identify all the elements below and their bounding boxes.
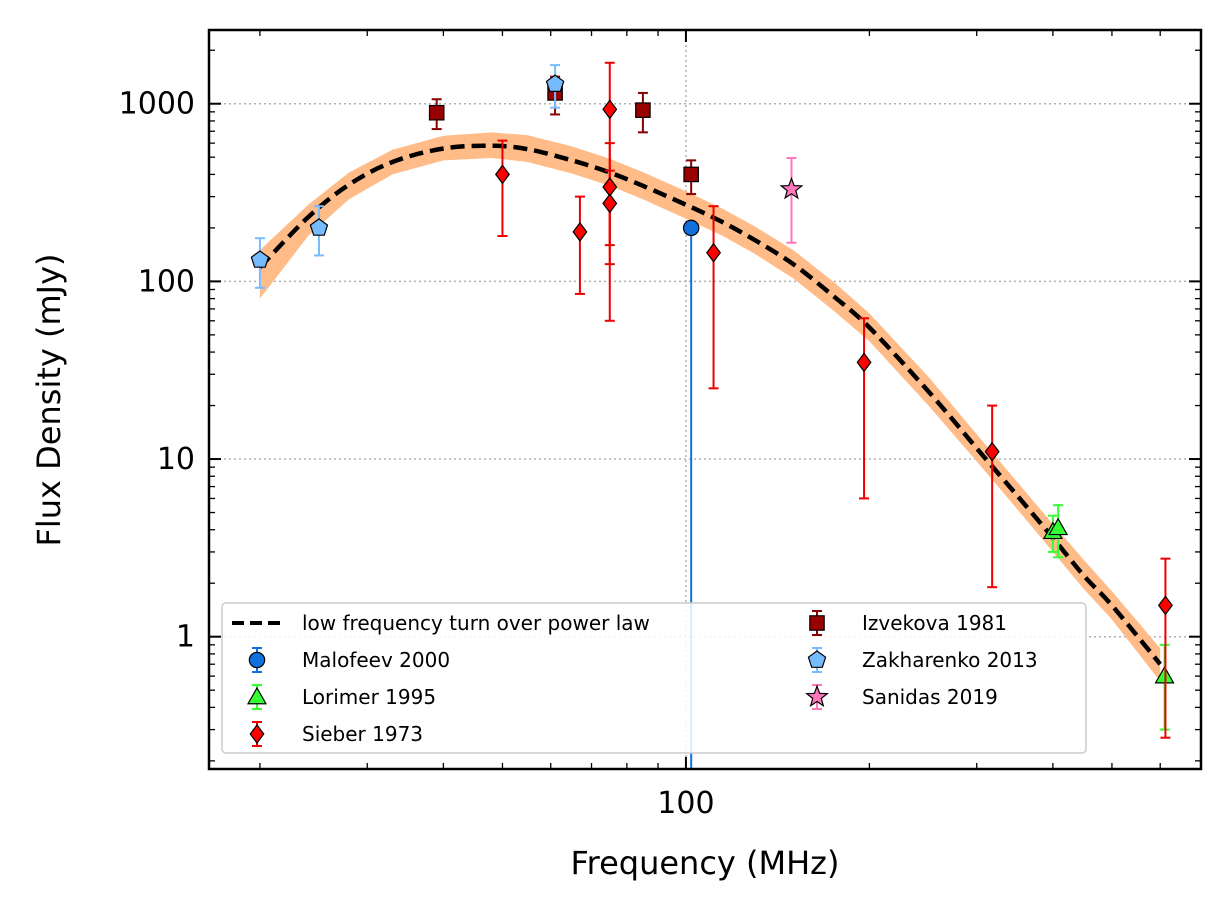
data-point [602, 99, 618, 120]
axes: 1 10 100 1000 100 [119, 28, 1203, 821]
model-band [259, 132, 1161, 682]
series-sieber-1973 [494, 61, 1173, 739]
x-tick-label: 100 [657, 786, 714, 821]
series-sanidas-2019 [779, 156, 804, 244]
legend-label: Malofeev 2000 [302, 648, 450, 672]
legend-label: Lorimer 1995 [302, 685, 436, 709]
legend-marker [807, 650, 827, 668]
data-point [309, 218, 329, 236]
data-point [572, 221, 588, 242]
legend-label: Zakharenko 2013 [862, 648, 1038, 672]
series-lorimer-1995 [1042, 504, 1175, 731]
legend-label: Sieber 1973 [302, 722, 423, 746]
data-point [635, 102, 651, 118]
data-point [428, 104, 445, 121]
legend: low frequency turn over power law Malofee… [221, 602, 1087, 754]
legend-label: Izvekova 1981 [862, 611, 1007, 635]
legend-entry: Lorimer 1995 [246, 684, 436, 710]
data-point [683, 166, 699, 183]
legend-label: low frequency turn over power law [302, 611, 650, 635]
data-point [1048, 517, 1069, 536]
legend-entry: Malofeev 2000 [248, 647, 450, 673]
legend-entry: Sieber 1973 [249, 721, 423, 747]
data-point [494, 164, 510, 185]
plot-frame [207, 28, 1203, 771]
legend-marker [249, 724, 265, 744]
legend-marker [805, 684, 829, 708]
data-point [602, 193, 618, 214]
data-point [250, 250, 270, 268]
legend-entry: Izvekova 1981 [809, 610, 1007, 636]
data-point [1157, 595, 1173, 616]
legend-entry: low frequency turn over power law [232, 611, 650, 635]
legend-entry: Sanidas 2019 [805, 684, 998, 710]
data-point [682, 219, 700, 237]
y-axis-label: Flux Density (mJy) [30, 253, 68, 546]
model-uncertainty-band [259, 132, 1161, 682]
y-tick-label: 100 [138, 264, 195, 299]
legend-marker [246, 686, 268, 705]
legend-label: Sanidas 2019 [862, 685, 998, 709]
data-point [545, 74, 565, 93]
data-points [250, 61, 1175, 769]
legend-entry: Zakharenko 2013 [807, 647, 1038, 673]
data-point [779, 176, 804, 200]
data-point [856, 352, 872, 373]
legend-marker [809, 615, 825, 631]
y-tick-label: 10 [157, 442, 195, 477]
data-point [706, 242, 722, 263]
series-izvekova-1981 [428, 75, 699, 196]
data-point [984, 441, 1000, 462]
y-tick-label: 1000 [119, 87, 195, 122]
legend-marker [248, 651, 266, 669]
y-tick-label: 1 [176, 620, 195, 655]
x-axis-label: Frequency (MHz) [571, 844, 840, 882]
legend-box [221, 602, 1087, 754]
series-zakharenko-2013 [250, 64, 565, 289]
